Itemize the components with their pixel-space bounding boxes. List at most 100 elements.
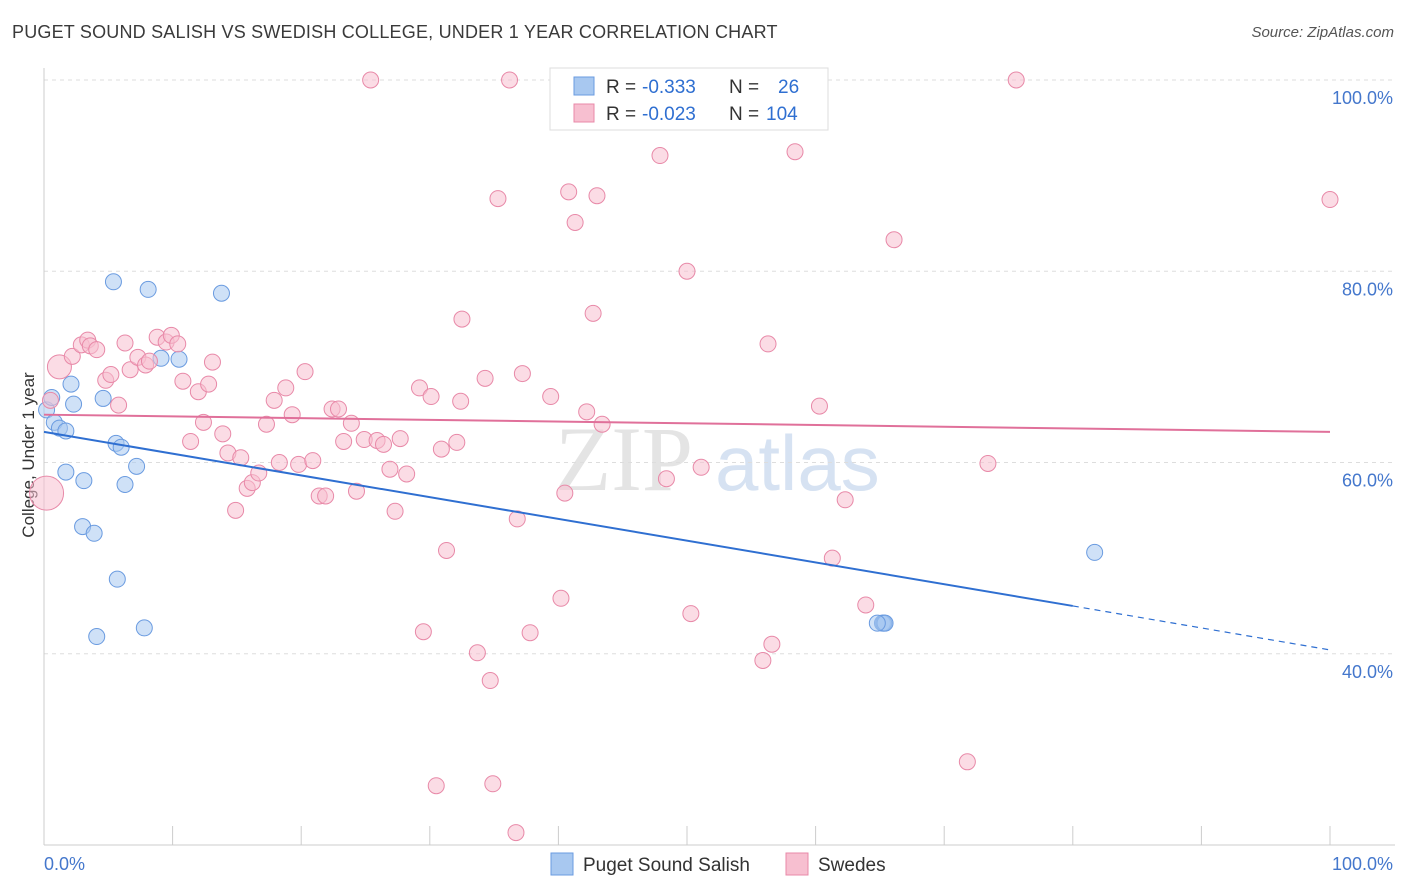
- y-tick-label-40: 40.0%: [1342, 662, 1393, 682]
- swedes-point: [468, 644, 486, 662]
- salish-point: [112, 438, 130, 456]
- swedes-point: [317, 487, 335, 505]
- swedes-point: [682, 605, 700, 623]
- swedes-point: [182, 432, 200, 450]
- salish-point: [108, 570, 126, 588]
- swedes-point: [335, 432, 353, 450]
- swedes-point: [362, 71, 380, 89]
- swedes-point: [507, 824, 525, 842]
- swedes-point: [347, 482, 365, 500]
- salish-point: [116, 475, 134, 493]
- swedes-point: [481, 672, 499, 690]
- swedes-point: [432, 440, 450, 458]
- legend-r-value-salish: -0.333: [642, 77, 696, 98]
- x-tick-labels: 0.0% 100.0%: [43, 826, 1393, 874]
- axes: [43, 68, 1395, 846]
- salish-point: [868, 614, 886, 632]
- chart-title: PUGET SOUND SALISH VS SWEDISH COLLEGE, U…: [12, 22, 778, 42]
- legend-n-label-salish: N =: [729, 77, 759, 98]
- legend-n-value-swedes: 104: [766, 104, 798, 125]
- legend-n-value-salish: 26: [778, 77, 799, 98]
- swedes-point: [194, 413, 212, 431]
- swedes-point: [651, 147, 669, 165]
- salish-point: [139, 280, 157, 298]
- y-axis-label: College, Under 1 year: [19, 372, 38, 538]
- swedes-point: [857, 596, 875, 614]
- swedes-trend-line: [43, 413, 1331, 433]
- salish-point: [62, 375, 80, 393]
- swedes-point: [227, 501, 245, 519]
- salish-point: [135, 619, 153, 637]
- salish-point: [57, 463, 75, 481]
- swedes-point: [329, 400, 347, 418]
- swedes-point: [174, 372, 192, 390]
- swedes-point: [578, 403, 596, 421]
- swedes-point: [885, 231, 903, 249]
- swedes-point: [754, 651, 772, 669]
- series-legend: Puget Sound Salish Swedes: [550, 852, 886, 876]
- swedes-point: [296, 363, 314, 381]
- series-legend-label-salish: Puget Sound Salish: [583, 855, 750, 876]
- legend-swatch-salish: [573, 76, 595, 96]
- swedes-point: [411, 379, 429, 397]
- salish-point: [170, 350, 188, 368]
- swedes-point: [513, 365, 531, 383]
- salish-point: [104, 273, 122, 291]
- salish-point: [85, 524, 103, 542]
- swedes-point: [552, 589, 570, 607]
- stats-legend: R = -0.333 N = 26 R = -0.023 N = 104: [549, 67, 829, 131]
- salish-point: [88, 628, 106, 646]
- trend-lines: [43, 413, 1331, 651]
- series-legend-swatch-salish: [550, 852, 574, 876]
- x-tick-label-100: 100.0%: [1332, 854, 1393, 874]
- swedes-point: [453, 310, 471, 328]
- salish-point: [212, 284, 230, 302]
- swedes-point: [203, 353, 221, 371]
- y-tick-labels: 40.0% 60.0% 80.0% 100.0%: [1332, 88, 1393, 682]
- series-legend-label-swedes: Swedes: [818, 855, 886, 876]
- swedes-point: [427, 777, 445, 795]
- swedes-point: [214, 425, 232, 443]
- swedes-point: [270, 454, 288, 471]
- swedes-point: [759, 335, 777, 353]
- swedes-point: [200, 375, 218, 393]
- swedes-point: [422, 388, 440, 406]
- swedes-point: [763, 635, 781, 653]
- swedes-point: [657, 470, 675, 488]
- swedes-point: [489, 190, 507, 208]
- swedes-point: [678, 262, 696, 280]
- swedes-point: [381, 460, 399, 478]
- legend-r-label-swedes: R =: [606, 104, 636, 125]
- swedes-point: [476, 369, 494, 387]
- swedes-point: [283, 406, 301, 424]
- legend-n-label-swedes: N =: [729, 104, 759, 125]
- swedes-point: [556, 484, 574, 502]
- swedes-point: [588, 187, 606, 205]
- swedes-point: [342, 414, 360, 432]
- y-tick-label-60: 60.0%: [1342, 471, 1393, 491]
- swedes-point: [958, 753, 976, 771]
- swedes-point: [560, 183, 578, 201]
- stats-legend-box: [549, 67, 829, 131]
- swedes-point: [810, 397, 828, 415]
- swedes-point: [398, 465, 416, 483]
- swedes-point: [979, 454, 997, 472]
- swedes-point: [452, 392, 470, 410]
- swedes-point: [375, 435, 393, 453]
- salish-point: [128, 457, 146, 475]
- swedes-point: [257, 415, 275, 433]
- swedes-point: [414, 623, 432, 641]
- swedes-point: [501, 71, 519, 89]
- legend-r-label-salish: R =: [606, 77, 636, 98]
- swedes-point: [169, 335, 187, 353]
- swedes-point: [290, 455, 308, 473]
- x-tick-label-0: 0.0%: [44, 854, 85, 874]
- legend-r-value-swedes: -0.023: [642, 104, 696, 125]
- swedes-point: [386, 502, 404, 520]
- swedes-point: [29, 475, 65, 511]
- swedes-point: [277, 379, 295, 397]
- chart-source: Source: ZipAtlas.com: [1251, 24, 1394, 41]
- swedes-point: [102, 366, 120, 384]
- swedes-point: [63, 347, 81, 365]
